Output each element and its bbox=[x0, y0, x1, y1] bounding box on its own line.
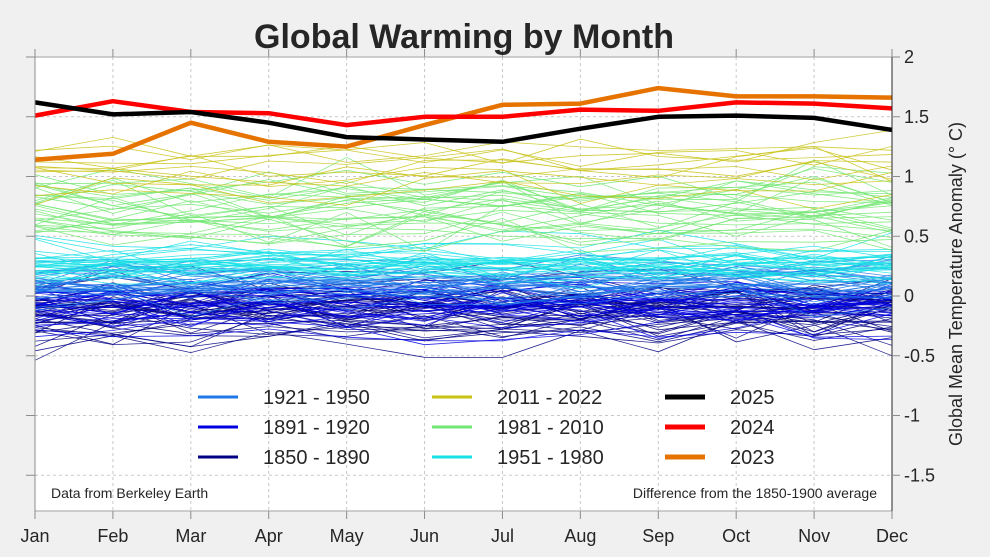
series-line-1921-1950 bbox=[34, 266, 893, 287]
series-line-1921-1950 bbox=[34, 265, 893, 295]
y-axis-label: Global Mean Temperature Anomaly (° C) bbox=[946, 122, 966, 446]
series-line-1981-2010 bbox=[34, 197, 893, 221]
baseline-annotation: Difference from the 1850-1900 average bbox=[633, 485, 877, 501]
series-line-1951-1980 bbox=[34, 259, 893, 279]
series-line-1891-1920 bbox=[34, 298, 893, 339]
series-line-1981-2010 bbox=[34, 195, 893, 221]
series-line-1951-1980 bbox=[34, 248, 893, 269]
series-line-1981-2010 bbox=[34, 187, 893, 218]
x-tick-label: Aug bbox=[564, 526, 596, 546]
y-tick-label: 1.5 bbox=[904, 107, 929, 127]
x-tick-label: Jun bbox=[410, 526, 439, 546]
legend-label: 1891 - 1920 bbox=[263, 417, 370, 439]
legend-label: 2011 - 2022 bbox=[497, 387, 602, 409]
chart-title: Global Warming by Month bbox=[254, 18, 674, 56]
y-tick-label: 0.5 bbox=[904, 226, 929, 246]
y-tick-label: -1 bbox=[904, 406, 920, 426]
historical-lines bbox=[34, 129, 893, 361]
x-tick-label: Jan bbox=[20, 526, 49, 546]
series-line-1951-1980 bbox=[34, 261, 893, 283]
series-line-1951-1980 bbox=[34, 245, 893, 275]
series-line-1981-2010 bbox=[34, 168, 893, 211]
series-line-1921-1950 bbox=[34, 275, 893, 299]
series-line-1891-1920 bbox=[34, 292, 893, 320]
series-line-1951-1980 bbox=[34, 249, 893, 273]
series-line-2011-2022 bbox=[34, 165, 893, 186]
series-line-2025 bbox=[34, 100, 893, 145]
series-line-1981-2010 bbox=[34, 209, 893, 232]
series-line-2011-2022 bbox=[34, 144, 893, 169]
series-line-1981-2010 bbox=[34, 201, 893, 234]
axes: Jan Feb Mar Apr May Jun Jul Aug Sep Oct Nov Dec 2 1.5… bbox=[20, 47, 935, 546]
series-line-1981-2010 bbox=[34, 216, 893, 242]
highlight-lines bbox=[34, 85, 893, 163]
series-line-1891-1920 bbox=[34, 285, 893, 313]
series-line-2011-2022 bbox=[34, 166, 893, 204]
legend: 1921 - 1950 1891 - 1920 1850 - 1890 2011 - … bbox=[198, 387, 775, 469]
x-tick-label: Mar bbox=[175, 526, 206, 546]
series-line-1951-1980 bbox=[34, 238, 893, 265]
series-line-1951-1980 bbox=[34, 229, 893, 259]
series-line-2011-2022 bbox=[34, 138, 893, 165]
series-line-1850-1890 bbox=[34, 304, 893, 345]
x-tick-label: Feb bbox=[97, 526, 128, 546]
y-tick-label: 2 bbox=[904, 47, 914, 67]
legend-label: 2024 bbox=[730, 417, 775, 439]
legend-label: 1951 - 1980 bbox=[497, 447, 604, 469]
series-line-2011-2022 bbox=[34, 170, 893, 206]
series-line-1921-1950 bbox=[34, 282, 893, 308]
series-line-1981-2010 bbox=[34, 217, 893, 253]
legend-label: 1850 - 1890 bbox=[263, 447, 370, 469]
series-line-1921-1950 bbox=[34, 275, 893, 299]
series-line-1850-1890 bbox=[34, 318, 893, 361]
source-annotation: Data from Berkeley Earth bbox=[51, 485, 208, 501]
legend-label: 1981 - 2010 bbox=[497, 417, 604, 439]
legend-label: 1921 - 1950 bbox=[263, 387, 370, 409]
series-line-1891-1920 bbox=[34, 292, 893, 321]
series-line-1981-2010 bbox=[34, 171, 893, 207]
series-line-1981-2010 bbox=[34, 204, 893, 253]
series-line-1951-1980 bbox=[34, 245, 893, 277]
x-tick-label: Jul bbox=[491, 526, 514, 546]
series-line-1981-2010 bbox=[34, 208, 893, 252]
series-line-1951-1980 bbox=[34, 257, 893, 277]
x-tick-label: May bbox=[330, 526, 364, 546]
legend-label: 2025 bbox=[730, 387, 775, 409]
series-line-1891-1920 bbox=[34, 291, 893, 321]
series-line-1891-1920 bbox=[34, 313, 893, 342]
series-line-1951-1980 bbox=[34, 244, 893, 265]
series-line-2011-2022 bbox=[34, 129, 893, 164]
series-line-2011-2022 bbox=[34, 141, 893, 163]
y-tick-label: -1.5 bbox=[904, 465, 935, 485]
y-tick-label: 1 bbox=[904, 167, 914, 187]
y-tick-label: -0.5 bbox=[904, 346, 935, 366]
x-tick-label: Oct bbox=[722, 526, 750, 546]
y-tick-label: 0 bbox=[904, 286, 914, 306]
series-line-1850-1890 bbox=[34, 299, 893, 348]
series-line-1981-2010 bbox=[34, 225, 893, 252]
x-tick-label: Dec bbox=[876, 526, 908, 546]
series-line-1981-2010 bbox=[34, 156, 893, 205]
x-tick-label: Apr bbox=[255, 526, 283, 546]
series-line-1951-1980 bbox=[34, 230, 893, 253]
series-line-1981-2010 bbox=[34, 177, 893, 224]
series-line-2011-2022 bbox=[34, 177, 893, 210]
series-line-1891-1920 bbox=[34, 287, 893, 309]
series-line-1981-2010 bbox=[34, 166, 893, 200]
series-line-1921-1950 bbox=[34, 279, 893, 318]
legend-label: 2023 bbox=[730, 447, 775, 469]
x-tick-label: Nov bbox=[798, 526, 830, 546]
series-line-1921-1950 bbox=[34, 269, 893, 294]
series-line-1891-1920 bbox=[34, 307, 893, 346]
series-line-1981-2010 bbox=[34, 198, 893, 226]
series-line-1951-1980 bbox=[34, 255, 893, 275]
x-tick-label: Sep bbox=[642, 526, 674, 546]
series-line-1951-1980 bbox=[34, 255, 893, 274]
